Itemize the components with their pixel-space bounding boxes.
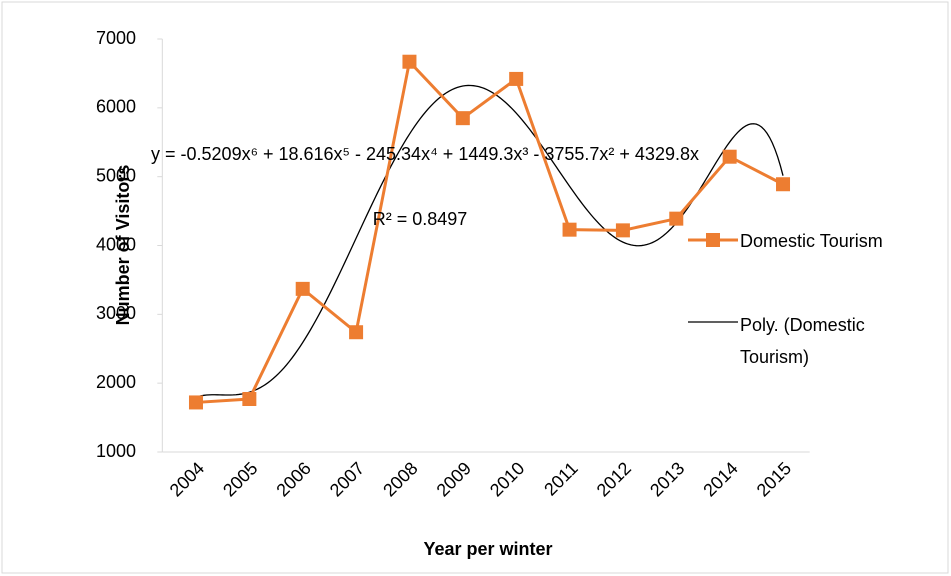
y-tick-label: 1000 <box>96 441 136 461</box>
y-tick-label: 6000 <box>96 97 136 117</box>
marker <box>242 391 257 406</box>
legend-label: Poly. (Domestic Tourism) <box>740 315 865 367</box>
trendline <box>195 84 784 398</box>
y-tick-label: 4000 <box>96 234 136 254</box>
y-tick-label: 3000 <box>96 303 136 323</box>
y-axis-title: Number of Visitors <box>113 165 133 326</box>
marker <box>669 211 684 226</box>
marker <box>509 71 524 86</box>
legend-label: Domestic Tourism <box>740 231 883 251</box>
marker <box>455 111 470 126</box>
y-tick-label: 2000 <box>96 372 136 392</box>
marker <box>349 325 364 340</box>
x-axis-title: Year per winter <box>423 539 552 559</box>
marker <box>722 149 737 164</box>
y-tick-label: 5000 <box>96 165 136 185</box>
marker <box>295 281 310 296</box>
trend-equation: y = -0.5209x⁶ + 18.616x⁵ - 245.34x⁴ + 14… <box>151 144 699 164</box>
marker <box>188 395 203 410</box>
r-squared: R² = 0.8497 <box>372 209 468 229</box>
marker <box>776 177 791 192</box>
legend-marker <box>706 233 720 247</box>
marker <box>562 222 577 237</box>
y-tick-label: 7000 <box>96 28 136 48</box>
marker <box>615 223 630 238</box>
marker <box>402 54 417 69</box>
series-line <box>195 58 784 404</box>
